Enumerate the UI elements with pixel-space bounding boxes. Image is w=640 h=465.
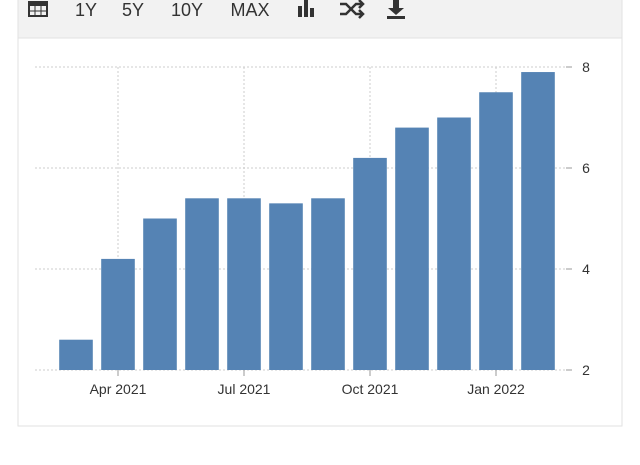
x-tick-label: Oct 2021 [342, 381, 399, 397]
bar [479, 92, 513, 370]
y-tick-label: 2 [582, 362, 590, 378]
bar [521, 72, 555, 371]
bar-chart-icon[interactable] [298, 0, 314, 17]
y-tick-label: 6 [582, 160, 590, 176]
x-tick-label: Apr 2021 [90, 381, 147, 397]
bar [227, 198, 261, 370]
range-button[interactable]: 10Y [171, 0, 203, 20]
y-tick-label: 4 [582, 261, 590, 277]
range-button[interactable]: 1Y [75, 0, 97, 20]
bar [353, 157, 387, 370]
download-icon[interactable] [387, 0, 405, 19]
range-button[interactable]: 5Y [122, 0, 144, 20]
toolbar [17, 0, 623, 39]
bar [395, 127, 429, 370]
bar [437, 117, 471, 370]
shuffle-icon[interactable] [340, 0, 365, 19]
bar [59, 339, 93, 370]
bar [143, 218, 177, 370]
y-tick-label: 8 [582, 59, 590, 75]
bar [185, 198, 219, 370]
range-button[interactable]: MAX [230, 0, 269, 20]
bar [101, 258, 135, 370]
x-tick-label: Jan 2022 [467, 381, 525, 397]
bar [269, 203, 303, 370]
x-tick-label: Jul 2021 [218, 381, 271, 397]
bar [311, 198, 345, 370]
calendar-icon[interactable] [28, 1, 48, 17]
